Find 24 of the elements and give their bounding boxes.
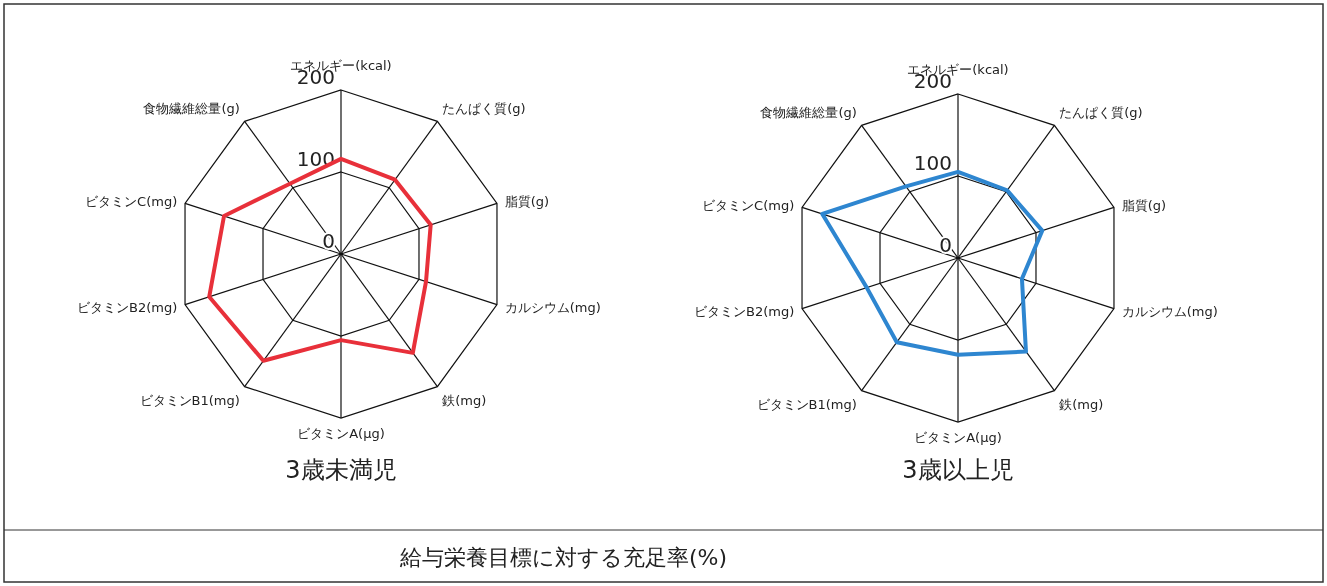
spoke-label: ビタミンC(mg) bbox=[702, 197, 795, 213]
spoke-label: 脂質(g) bbox=[504, 193, 550, 209]
spoke-label: カルシウム(mg) bbox=[1121, 304, 1218, 320]
text: 3歳以上児 bbox=[902, 456, 1014, 484]
spoke-label: 脂質(g) bbox=[1121, 197, 1167, 213]
spoke-label: 鉄(mg) bbox=[1059, 397, 1104, 413]
spoke-label: たんぱく質(g) bbox=[1059, 104, 1143, 120]
spoke-label: ビタミンB1(mg) bbox=[139, 393, 240, 409]
spoke-label: 食物繊維総量(g) bbox=[143, 100, 240, 116]
spoke-label: 鉄(mg) bbox=[442, 393, 487, 409]
spoke-label: ビタミンB2(mg) bbox=[76, 300, 178, 316]
spoke-label: ビタミンA(μg) bbox=[297, 426, 385, 442]
y-tick-label: 100 bbox=[913, 151, 952, 175]
text: 給与栄養目標に対する充足率(%) bbox=[398, 545, 728, 570]
spoke-label: カルシウム(mg) bbox=[504, 300, 601, 316]
spoke-label: ビタミンB1(mg) bbox=[756, 397, 857, 413]
spoke-label: たんぱく質(g) bbox=[442, 100, 526, 116]
spoke-label: ビタミンB2(mg) bbox=[693, 304, 795, 320]
y-tick-label: 0 bbox=[939, 233, 952, 257]
spoke-label: ビタミンA(μg) bbox=[914, 430, 1002, 446]
text: 3歳未満児 bbox=[285, 456, 397, 484]
spoke-label: 食物繊維総量(g) bbox=[760, 104, 857, 120]
y-tick-label: 0 bbox=[322, 229, 335, 253]
spoke-label: ビタミンC(mg) bbox=[85, 193, 178, 209]
